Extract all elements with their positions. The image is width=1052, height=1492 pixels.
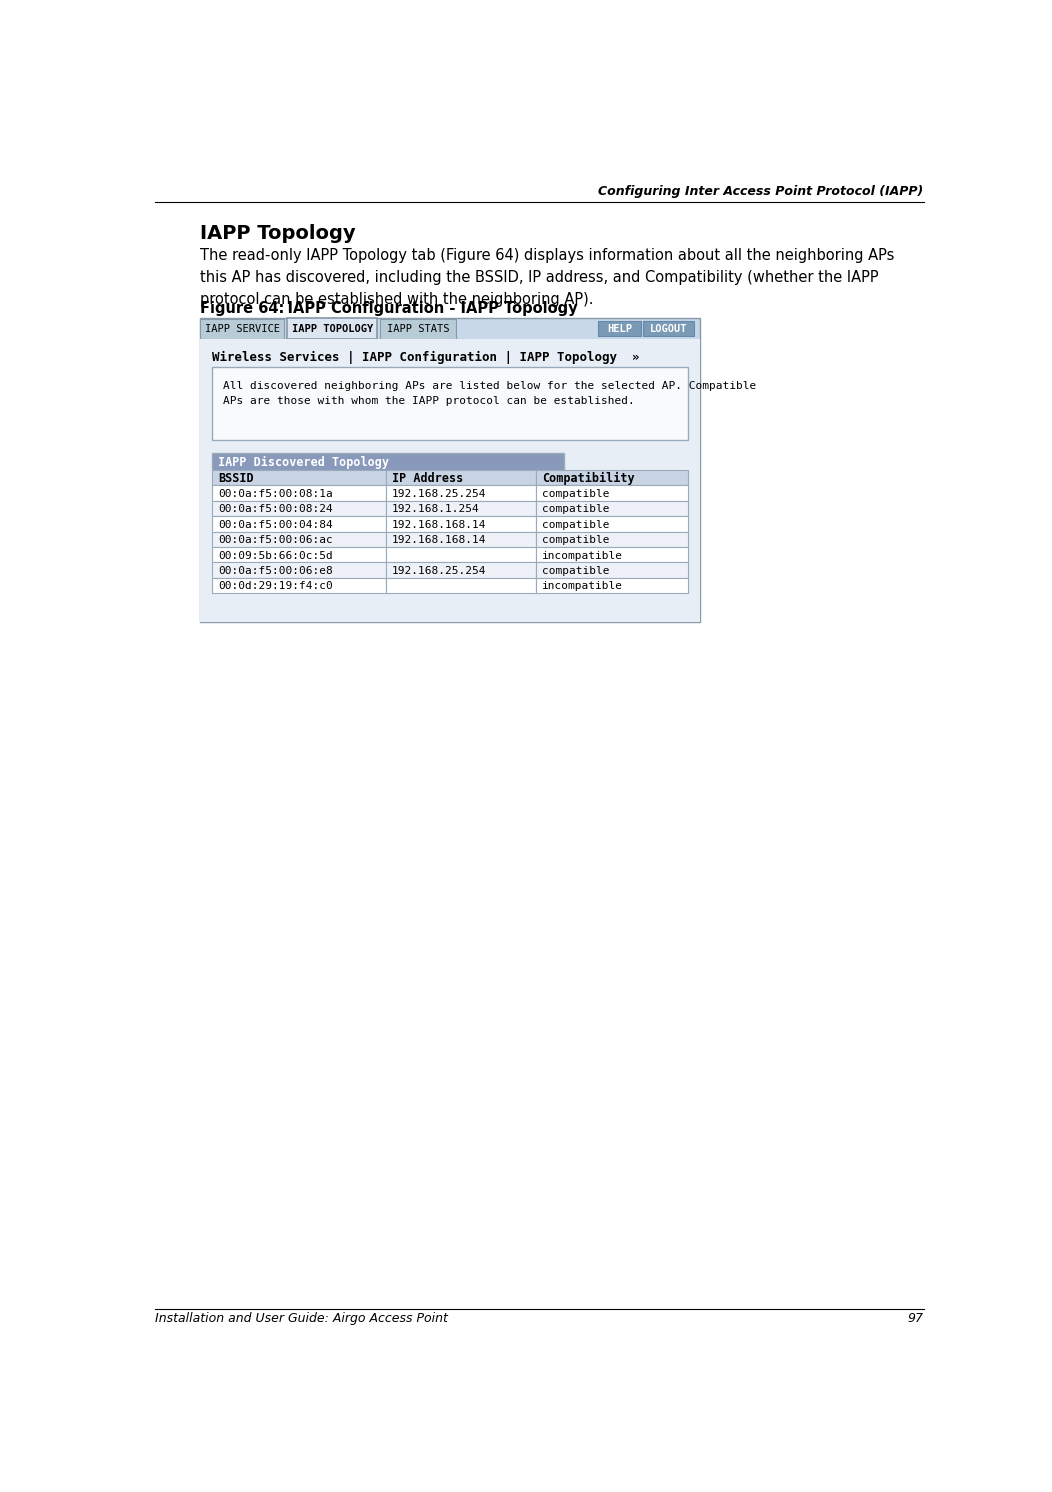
Bar [535,516,688,531]
Bar [213,367,688,440]
Bar [213,531,386,548]
Text: BSSID: BSSID [219,471,254,485]
Bar [200,318,701,622]
Text: 192.168.168.14: 192.168.168.14 [392,536,486,545]
Text: compatible: compatible [542,565,609,576]
Bar [213,548,386,562]
Bar [201,319,284,339]
Text: 192.168.1.254: 192.168.1.254 [392,504,480,515]
Text: IAPP TOPOLOGY: IAPP TOPOLOGY [291,324,372,334]
Text: compatible: compatible [542,489,609,498]
Text: 00:0a:f5:00:08:24: 00:0a:f5:00:08:24 [219,504,333,515]
Text: Compatibility: Compatibility [542,471,634,485]
Bar [213,485,386,501]
Bar [535,501,688,516]
Text: HELP: HELP [607,324,632,334]
Text: Installation and User Guide: Airgo Access Point: Installation and User Guide: Airgo Acces… [155,1311,447,1325]
Bar [213,562,386,577]
Text: 00:0a:f5:00:06:e8: 00:0a:f5:00:06:e8 [219,565,333,576]
Text: 00:09:5b:66:0c:5d: 00:09:5b:66:0c:5d [219,551,333,561]
Text: IP Address: IP Address [392,471,463,485]
Text: 00:0d:29:19:f4:c0: 00:0d:29:19:f4:c0 [219,582,333,591]
Text: IAPP Topology: IAPP Topology [200,224,356,243]
Text: incompatible: incompatible [542,551,623,561]
Bar [386,562,535,577]
Text: 00:0a:f5:00:04:84: 00:0a:f5:00:04:84 [219,519,333,530]
Bar [213,516,386,531]
Bar [643,321,694,336]
Text: 192.168.25.254: 192.168.25.254 [392,489,486,498]
Text: The read-only IAPP Topology tab (Figure 64) displays information about all the n: The read-only IAPP Topology tab (Figure … [200,248,894,306]
Text: 192.168.168.14: 192.168.168.14 [392,519,486,530]
Text: IAPP STATS: IAPP STATS [387,324,449,334]
Bar [535,548,688,562]
Text: IAPP SERVICE: IAPP SERVICE [205,324,280,334]
Bar [386,577,535,594]
Text: incompatible: incompatible [542,582,623,591]
Bar [200,339,701,622]
Text: IAPP Discovered Topology: IAPP Discovered Topology [219,457,389,468]
Bar [386,531,535,548]
Text: LOGOUT: LOGOUT [650,324,687,334]
Text: Configuring Inter Access Point Protocol (IAPP): Configuring Inter Access Point Protocol … [599,185,924,198]
Bar [535,470,688,485]
Bar [386,470,535,485]
Bar [213,501,386,516]
Text: 97: 97 [908,1311,924,1325]
Bar [598,321,641,336]
Bar [380,319,457,339]
Bar [386,485,535,501]
Text: 192.168.25.254: 192.168.25.254 [392,565,486,576]
Text: All discovered neighboring APs are listed below for the selected AP. Compatible
: All discovered neighboring APs are liste… [223,380,756,406]
Bar [386,501,535,516]
Bar [535,577,688,594]
Text: 00:0a:f5:00:08:1a: 00:0a:f5:00:08:1a [219,489,333,498]
Bar [535,485,688,501]
Text: 00:0a:f5:00:06:ac: 00:0a:f5:00:06:ac [219,536,333,545]
Bar [386,516,535,531]
Text: compatible: compatible [542,519,609,530]
Text: Figure 64:: Figure 64: [200,301,284,316]
Text: IAPP Configuration - IAPP Topology: IAPP Configuration - IAPP Topology [267,301,578,316]
Bar [287,318,378,339]
Bar [213,577,386,594]
Text: compatible: compatible [542,504,609,515]
Bar [213,470,386,485]
Bar [213,454,564,470]
Bar [386,548,535,562]
Bar [535,562,688,577]
Bar [535,531,688,548]
Text: Wireless Services | IAPP Configuration | IAPP Topology  »: Wireless Services | IAPP Configuration |… [213,351,640,364]
Text: compatible: compatible [542,536,609,545]
